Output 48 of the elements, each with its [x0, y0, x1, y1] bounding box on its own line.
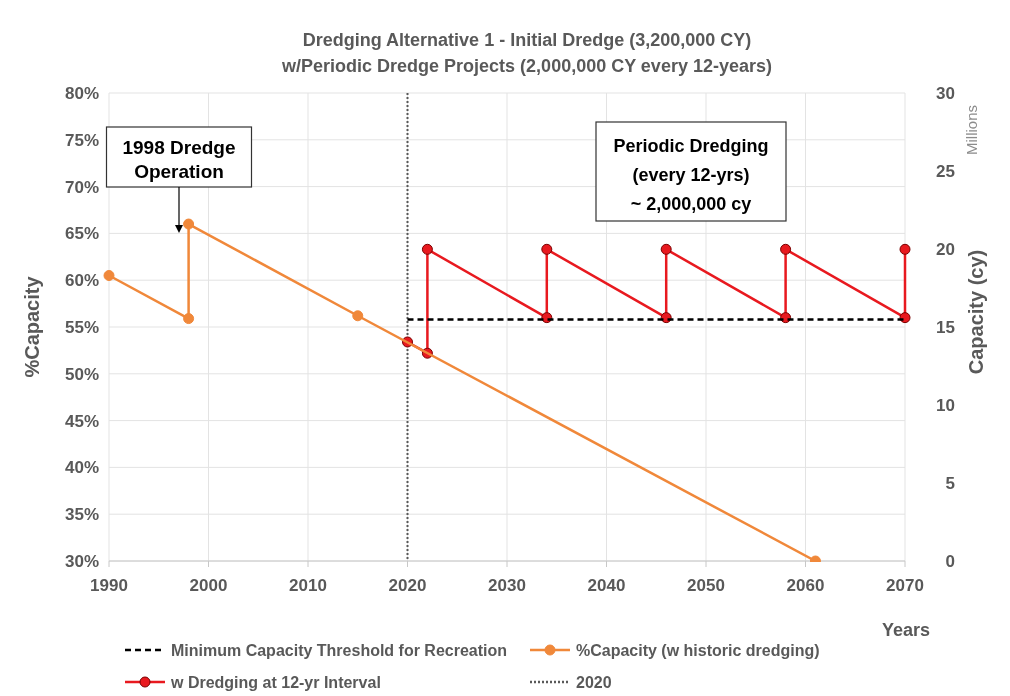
- x-axis-title: Years: [881, 620, 930, 640]
- chart-title: Dredging Alternative 1 - Initial Dredge (3,200,000 CY): [302, 30, 752, 50]
- point: [183, 313, 195, 325]
- point: [103, 270, 115, 282]
- point: [899, 243, 911, 255]
- y2-axis-title: Capacity (cy): [965, 249, 987, 375]
- y-tick-label: 60%: [64, 271, 99, 291]
- y-tick-label: 45%: [64, 411, 99, 431]
- point: [780, 243, 792, 255]
- y-tick-label: 30%: [64, 552, 99, 571]
- y-tick-label: 35%: [64, 505, 99, 525]
- text: Millions: [963, 105, 980, 156]
- point: [541, 243, 553, 255]
- x-tick-label: 2050: [687, 576, 725, 595]
- y-tick-label: 50%: [64, 364, 99, 384]
- y-tick-label: 80%: [64, 84, 99, 103]
- y-tick-label: 40%: [64, 458, 99, 478]
- point: [352, 310, 364, 322]
- y-axis-title: %Capacity: [21, 275, 43, 378]
- x-tick-label: 2060: [786, 576, 825, 595]
- x-tick-label: 2070: [886, 576, 924, 595]
- y2-tick-label: 0: [945, 552, 955, 571]
- x-tick-label: 2000: [189, 576, 228, 595]
- point: [421, 243, 433, 255]
- point: [183, 218, 195, 230]
- y2-tick-label: 5: [945, 474, 955, 493]
- y-tick-label: 70%: [64, 177, 99, 197]
- y2-tick-label: 20: [936, 240, 955, 259]
- legend-label: %Capacity (w historic dredging): [576, 642, 820, 659]
- x-tick-label: 2030: [488, 576, 526, 595]
- y-tick-label: 55%: [64, 318, 99, 337]
- legend-label: Minimum Capacity Threshold for Recreation: [171, 642, 508, 659]
- annotation: Periodic Dredging (every 12-yrs) ~ 2,000,000 cy: [613, 136, 769, 214]
- annotation: 1998 Dredge Operation: [122, 137, 236, 182]
- legend-label: w Dredging at 12-yr Interval: [170, 674, 381, 691]
- chart-subtitle: w/Periodic Dredge Projects (2,000,000 CY every 12-years): [281, 56, 772, 76]
- x-tick-label: 2010: [289, 576, 327, 595]
- y-tick-label: 75%: [64, 130, 99, 150]
- x-tick-label: 2020: [388, 576, 427, 595]
- y2-tick-label: 25: [936, 162, 955, 181]
- x-tick-label: 2040: [587, 576, 626, 595]
- point: [660, 243, 672, 255]
- y-tick-label: 65%: [64, 224, 99, 244]
- x-tick-label: 1990: [90, 576, 128, 595]
- y2-tick-label: 30: [936, 84, 955, 103]
- legend-label: 2020: [576, 674, 612, 691]
- y2-tick-label: 10: [936, 396, 955, 415]
- y2-tick-label: 15: [936, 318, 955, 337]
